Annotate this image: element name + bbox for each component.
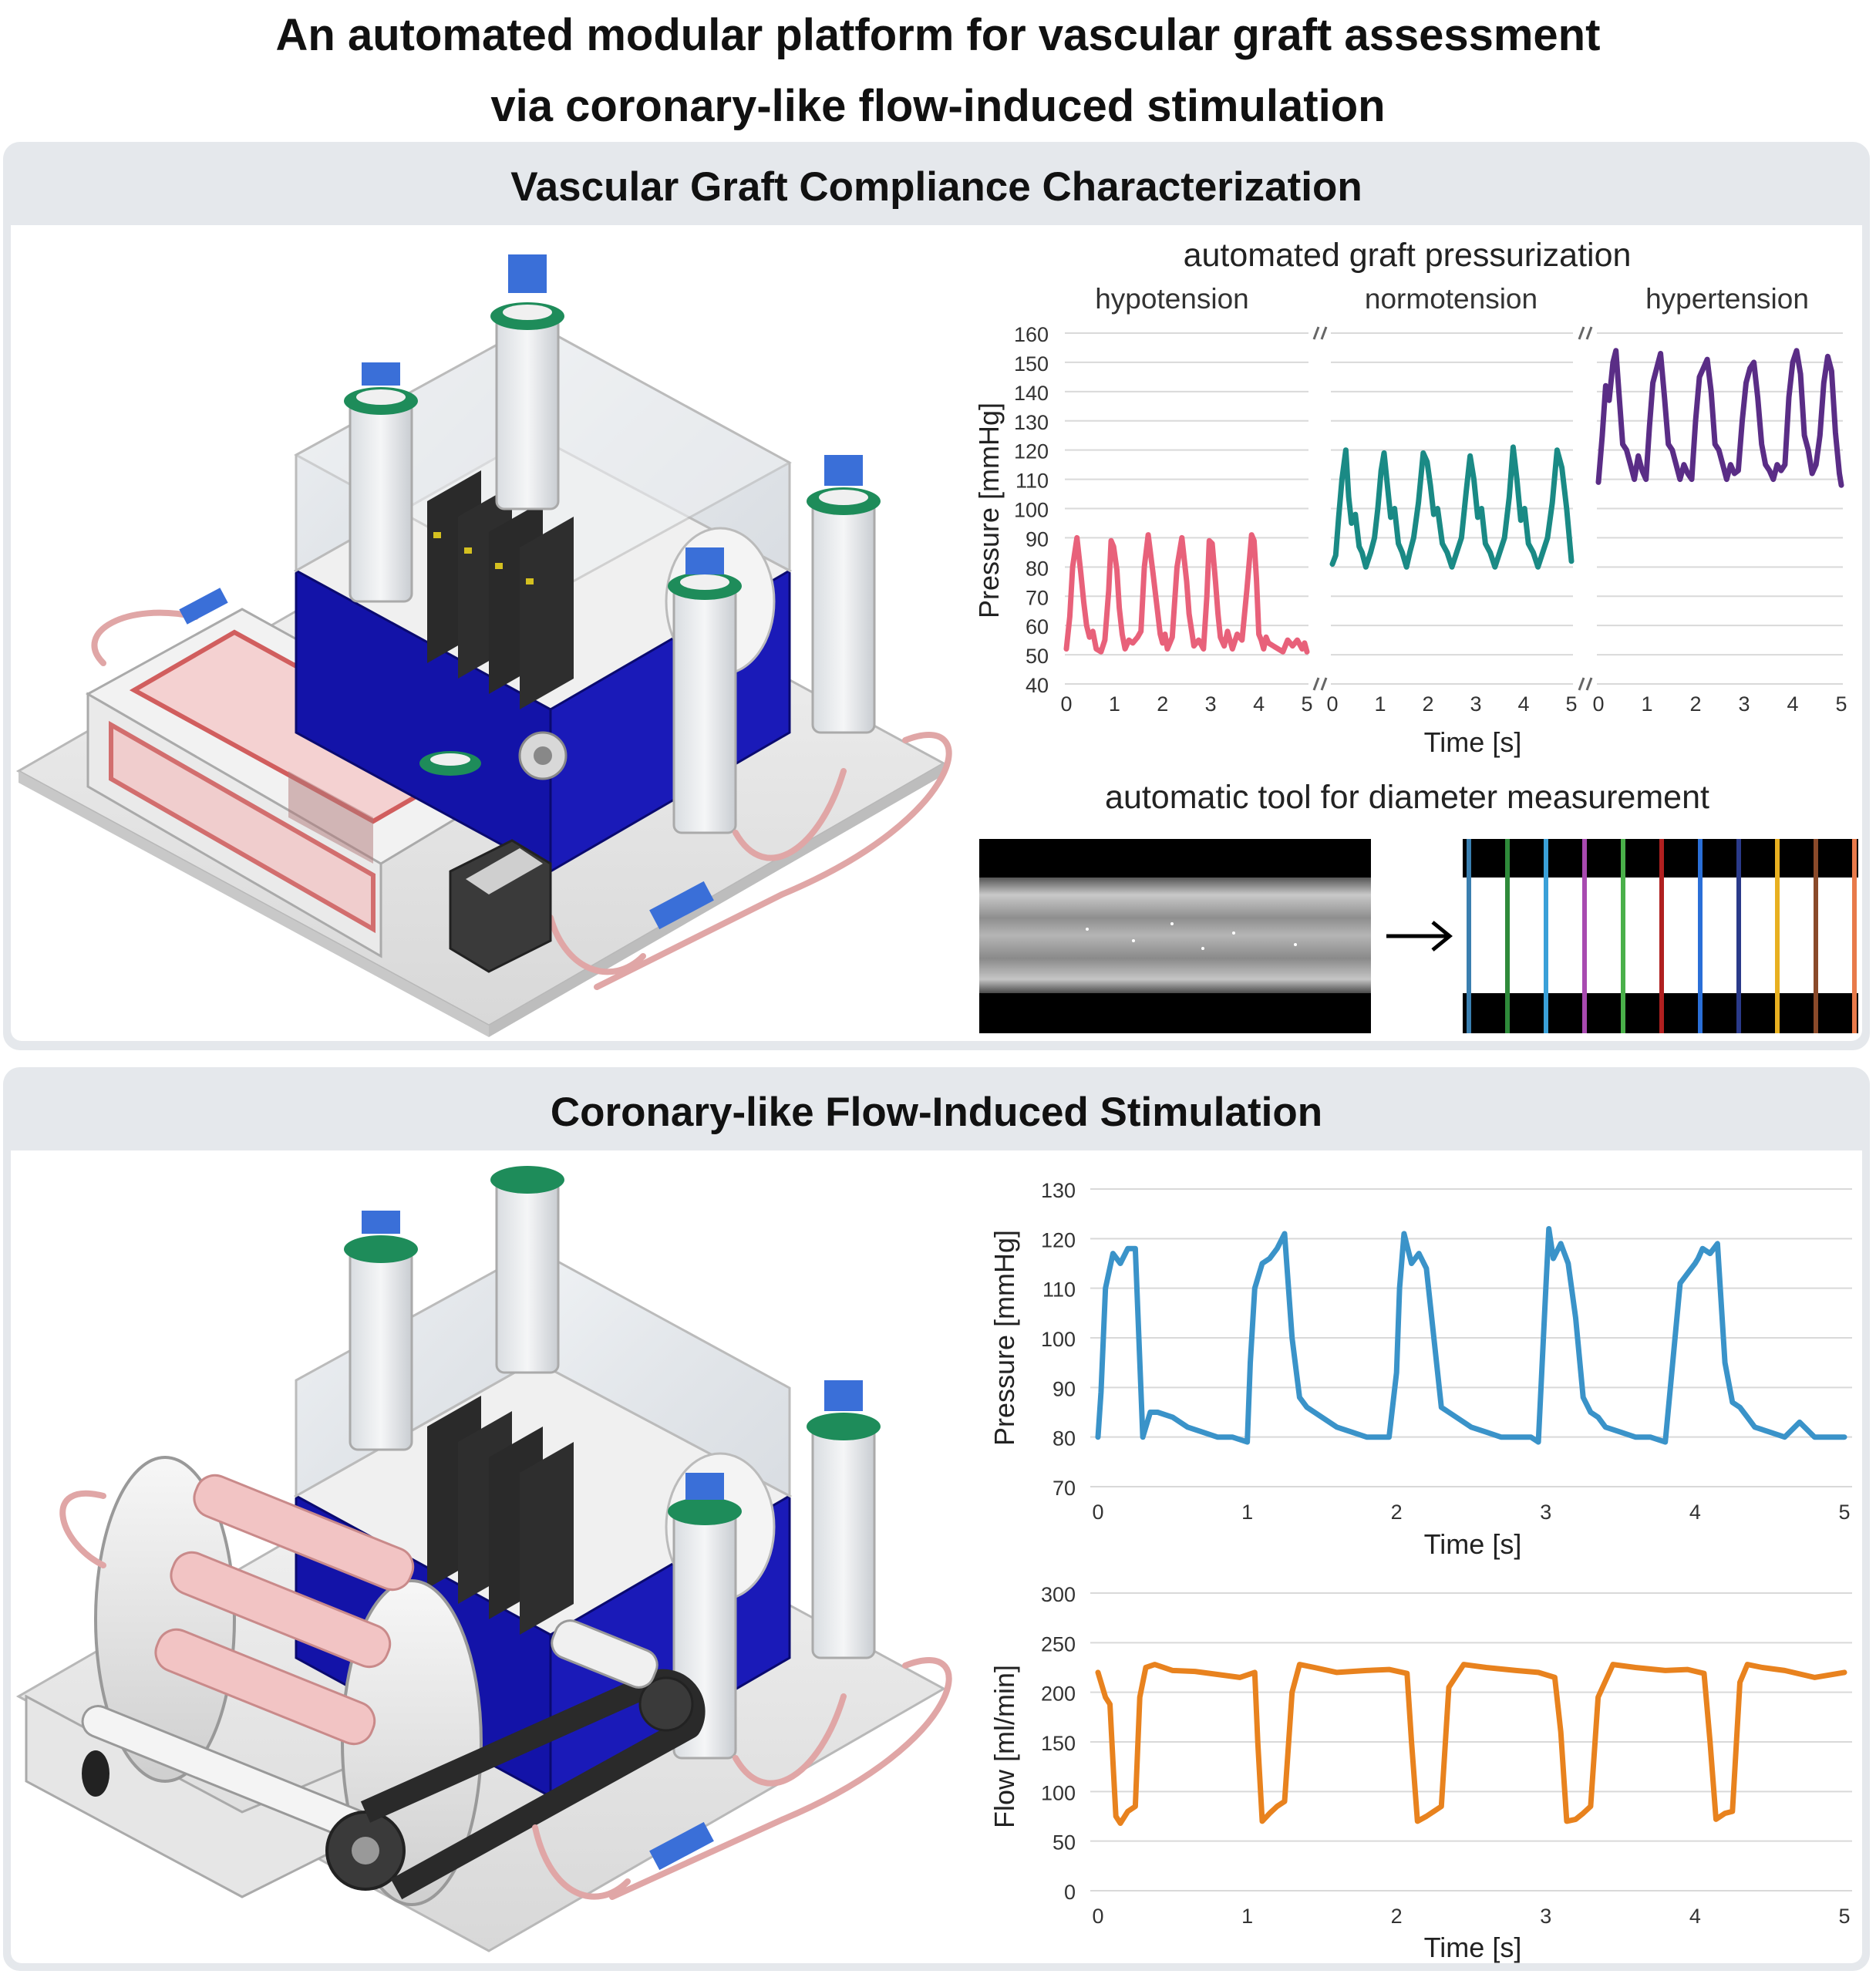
stimulation-panel-title: Coronary-like Flow-Induced Stimulation <box>550 1090 1323 1135</box>
diameter-measurement-line <box>1659 839 1664 1033</box>
diameter-measurement-line <box>1852 839 1857 1033</box>
diameter-measurement-line <box>1467 839 1471 1033</box>
control-boards <box>427 470 574 709</box>
stimulation-device-illustration <box>15 1166 952 1952</box>
diameter-measurement-line <box>1544 839 1548 1033</box>
compliance-device-illustration <box>15 254 952 1037</box>
diameter-measurement-line <box>1736 839 1741 1033</box>
diameter-tool-images <box>979 839 1858 1033</box>
tubing <box>91 609 952 990</box>
rotating-graft-holder <box>25 1456 483 1906</box>
diameter-measurement-line <box>1621 839 1625 1033</box>
compliance-panel-title: Vascular Graft Compliance Characterizati… <box>510 164 1362 210</box>
syringe-reservoirs <box>344 254 881 834</box>
diameter-measurement-line <box>1775 839 1780 1033</box>
arrow-icon <box>1386 921 1453 952</box>
segmented-graft-image <box>1463 839 1858 1033</box>
figure-title-line2: via coronary-like flow-induced stimulati… <box>490 81 1386 131</box>
diameter-measurement-line <box>1505 839 1510 1033</box>
diameter-measurement-line <box>1698 839 1703 1033</box>
diameter-measurement-line <box>1814 839 1818 1033</box>
figure-title: An automated modular platform for vascul… <box>0 0 1876 142</box>
figure-title-line1: An automated modular platform for vascul… <box>275 10 1601 60</box>
raw-graft-image <box>979 839 1371 1033</box>
diameter-measurement-line <box>1582 839 1587 1033</box>
diameter-tool-title: automatic tool for diameter measurement <box>1105 779 1709 816</box>
diameter-tool: automatic tool for diameter measurement <box>972 779 1866 1041</box>
